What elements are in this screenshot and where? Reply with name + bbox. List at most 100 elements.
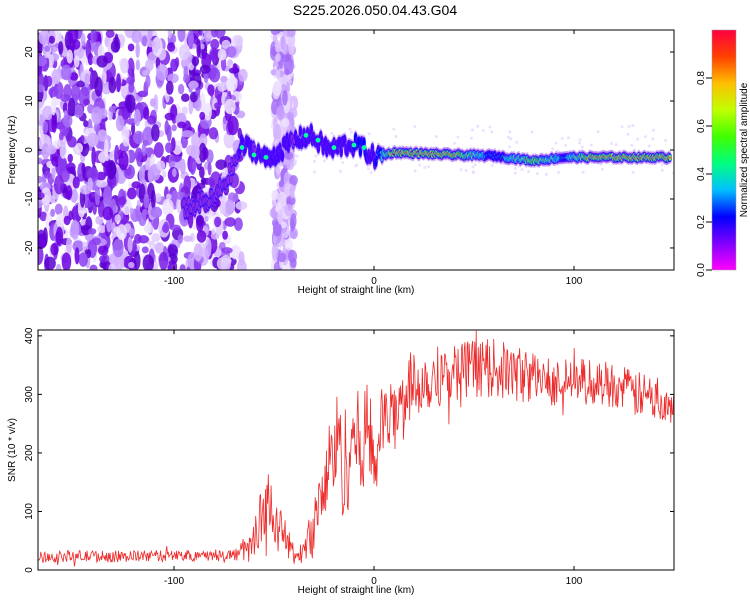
noise-blob — [222, 230, 228, 240]
ridge-mid — [280, 151, 284, 161]
noise-blob — [651, 128, 655, 132]
noise-blob — [509, 137, 513, 141]
noise-blob — [221, 39, 231, 49]
y-tick-label: 400 — [24, 327, 35, 344]
noise-blob — [196, 38, 201, 59]
noise-blob — [632, 148, 636, 152]
colorbar-tick: 0.8 — [696, 71, 712, 85]
noise-blob — [118, 150, 129, 171]
colorbar-tick-label: 0.8 — [696, 71, 707, 85]
noise-blob — [99, 255, 107, 264]
noise-blob — [134, 147, 143, 162]
noise-blob — [138, 165, 145, 184]
noise-blob — [146, 221, 152, 233]
noise-blob — [217, 48, 227, 61]
noise-blob — [232, 62, 238, 75]
noise-blob — [154, 242, 165, 254]
noise-blob — [513, 167, 517, 171]
noise-blob — [55, 226, 64, 247]
noise-blob — [177, 30, 186, 43]
noise-blob — [275, 69, 281, 80]
noise-blob — [217, 82, 225, 92]
noise-blob — [97, 129, 108, 142]
noise-blob — [82, 241, 87, 251]
noise-blob — [338, 169, 342, 173]
noise-blob — [94, 186, 101, 206]
noise-blob — [207, 161, 212, 176]
noise-blob — [128, 261, 135, 269]
noise-blob — [312, 159, 316, 163]
noise-blob — [660, 163, 664, 167]
y-tick: 0 — [24, 567, 674, 573]
noise-blob — [164, 112, 175, 121]
noise-blob — [176, 196, 182, 214]
y-tick: 300 — [24, 386, 674, 403]
noise-blob — [60, 93, 71, 102]
noise-blob — [578, 141, 582, 145]
y-tick-label: 10 — [24, 95, 35, 107]
noise-blob — [167, 244, 178, 256]
noise-blob — [169, 224, 181, 231]
noise-blob — [566, 136, 570, 140]
noise-blob — [272, 80, 282, 96]
ridge-mid — [339, 147, 343, 156]
noise-blob — [133, 108, 141, 127]
noise-blob — [143, 192, 150, 209]
noise-blob — [167, 30, 173, 39]
noise-blob — [66, 162, 76, 173]
noise-blob — [293, 153, 297, 157]
colorbar-gradient — [712, 30, 736, 270]
ridge-mid — [228, 163, 232, 173]
noise-blob — [59, 144, 67, 159]
noise-blob — [60, 64, 72, 81]
noise-blob — [152, 260, 159, 270]
snr-series-line — [38, 330, 674, 567]
noise-blob — [367, 132, 371, 136]
snr-x-axis: -100 0 100 — [164, 330, 583, 587]
ridge-hotspot — [251, 152, 257, 158]
noise-blob — [469, 136, 473, 140]
noise-blob — [45, 75, 53, 87]
noise-blob — [112, 238, 124, 258]
noise-blob — [166, 42, 176, 52]
x-tick: 0 — [371, 30, 377, 287]
noise-blob — [627, 125, 631, 129]
noise-blob — [67, 136, 77, 148]
noise-blob — [284, 68, 290, 76]
ridge-mid — [231, 165, 235, 175]
noise-blob — [427, 165, 431, 169]
noise-blob — [581, 170, 585, 174]
y-tick-label: -20 — [24, 240, 35, 255]
colorbar-tick-label: 0.0 — [696, 263, 707, 277]
noise-blob — [651, 137, 655, 141]
noise-blob — [199, 166, 205, 179]
noise-blob — [166, 193, 172, 200]
noise-blob — [224, 217, 236, 227]
noise-blob — [233, 217, 243, 231]
noise-blob — [141, 35, 148, 47]
x-tick: -100 — [164, 30, 184, 287]
noise-blob — [165, 142, 173, 154]
noise-blob — [620, 125, 624, 129]
noise-blob — [153, 142, 164, 158]
noise-blob — [80, 33, 86, 47]
spectrogram-ridge — [181, 121, 673, 222]
noise-blob — [508, 145, 512, 149]
noise-blob — [227, 115, 239, 136]
noise-blob — [580, 145, 584, 149]
noise-blob — [609, 141, 613, 145]
noise-blob — [133, 251, 141, 270]
noise-blob — [392, 127, 396, 131]
noise-blob — [283, 151, 294, 160]
y-tick-label: 0 — [24, 147, 35, 153]
noise-blob — [183, 235, 193, 242]
noise-blob — [50, 242, 59, 256]
noise-blob — [204, 215, 209, 222]
noise-blob — [290, 230, 298, 240]
snr-x-label: Height of straight line (km) — [298, 585, 415, 596]
noise-blob — [281, 221, 287, 229]
noise-blob — [631, 124, 635, 128]
noise-blob — [556, 149, 560, 153]
y-tick: 400 — [24, 327, 674, 344]
